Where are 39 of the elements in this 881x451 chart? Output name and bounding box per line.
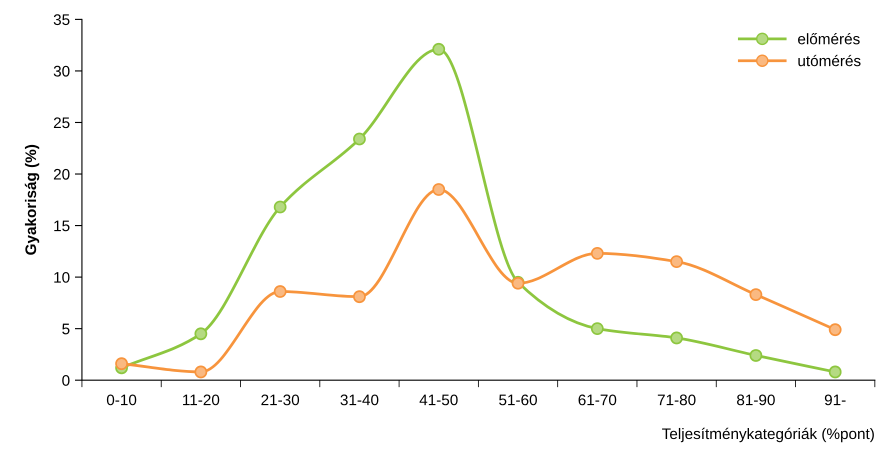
point: [590, 322, 604, 336]
point: [274, 285, 287, 298]
point: [670, 255, 683, 268]
x-tick-label: 71-80: [658, 394, 696, 406]
point: [432, 42, 446, 56]
point: [590, 247, 604, 260]
point: [828, 366, 842, 378]
point: [194, 327, 208, 340]
legend-label: utómérés: [798, 54, 861, 66]
point: [750, 349, 762, 362]
y-axis-title: Gyakoriság (%): [24, 144, 40, 255]
y-tick-label: 35: [54, 14, 70, 26]
point: [353, 132, 366, 146]
x-tick-label: 61-70: [578, 394, 616, 406]
x-tick-label: 51-60: [499, 394, 537, 406]
x-tick-label: 0-10: [106, 394, 136, 406]
y-tick-label: 5: [62, 324, 70, 334]
point: [432, 183, 446, 196]
legend-label: előmérés: [798, 32, 860, 44]
y-tick-label: 10: [54, 272, 70, 283]
x-tick-label: 91-: [824, 394, 846, 406]
y-tick-label: 25: [54, 117, 70, 128]
point: [828, 323, 842, 336]
x-tick-label: 41-50: [420, 394, 458, 406]
x-axis-title: Teljesítménykategóriák (%pont): [662, 428, 874, 442]
point: [353, 290, 366, 304]
x-tick-label: 31-40: [340, 394, 378, 406]
x-tick-label: 11-20: [183, 394, 220, 406]
y-tick-label: 0: [62, 375, 70, 386]
point: [670, 332, 683, 344]
x-tick-label: 21-30: [261, 394, 300, 406]
point: [274, 200, 287, 214]
y-tick-label: 30: [54, 66, 70, 77]
x-tick-label: 81-90: [737, 394, 775, 406]
point: [194, 366, 208, 378]
y-tick-label: 20: [54, 168, 70, 180]
point: [115, 357, 128, 370]
y-tick-label: 15: [54, 220, 70, 232]
point: [750, 288, 762, 302]
